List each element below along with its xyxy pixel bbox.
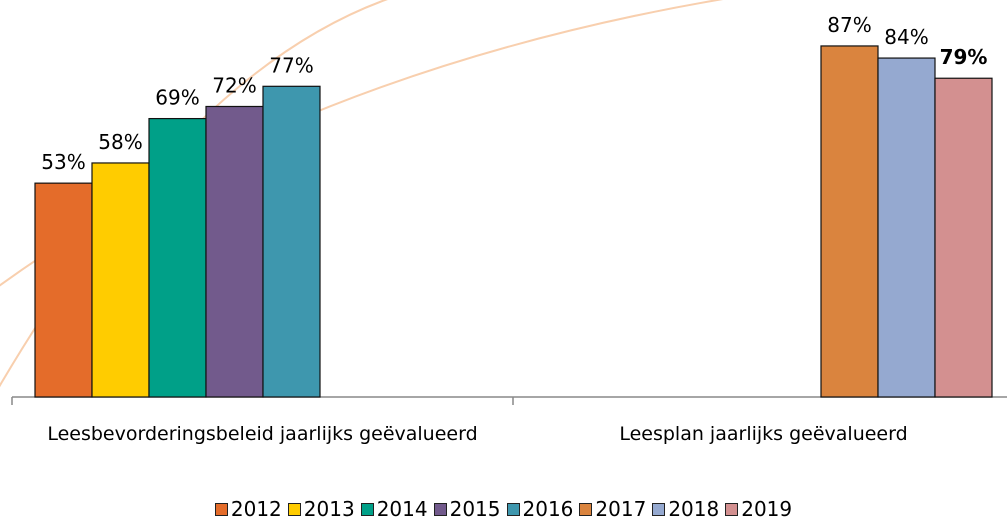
legend-label: 2012 [230,497,282,521]
data-label: 72% [212,73,256,97]
data-label: 53% [41,150,85,174]
data-label: 58% [98,130,142,154]
legend-swatch [725,502,739,516]
data-label: 69% [155,86,199,110]
legend-label: 2014 [376,497,428,521]
bar [34,182,93,398]
legend-item: 2012 [214,497,282,521]
legend-label: 2016 [522,497,574,521]
legend-swatch [506,502,520,516]
legend-item: 2017 [579,497,646,521]
legend-label: 2017 [595,497,647,521]
bar [148,117,207,398]
legend-item: 2015 [433,497,501,521]
legend-swatch [360,502,374,516]
legend-item: 2014 [360,497,428,521]
data-label: 77% [269,53,313,77]
data-label: 84% [884,25,928,49]
bar [91,162,150,398]
data-label: 79% [940,45,988,69]
legend-item: 2013 [287,497,355,521]
legend-swatch [652,502,666,516]
legend-swatch [579,502,593,516]
legend-item: 2018 [652,497,719,521]
legend-item: 2019 [725,497,792,521]
legend-label: 2018 [668,497,720,521]
legend-swatch [433,502,447,516]
legend-item: 2016 [506,497,574,521]
bar [934,77,993,398]
x-tick-label: Leesbevorderingsbeleid jaarlijks geëvalu… [47,423,478,445]
x-tick-label: Leesplan jaarlijks geëvalueerd [619,423,908,445]
legend-label: 2013 [303,497,355,521]
bar [877,57,936,398]
bar [262,85,321,398]
legend-swatch [287,502,301,516]
bar [820,45,879,398]
bar [205,105,264,398]
legend: 2012 2013 2014 2015 2016 2017 2018 2019 [0,497,1007,521]
legend-swatch [214,502,228,516]
legend-label: 2019 [741,497,793,521]
data-label: 87% [827,13,871,37]
legend-label: 2015 [449,497,501,521]
